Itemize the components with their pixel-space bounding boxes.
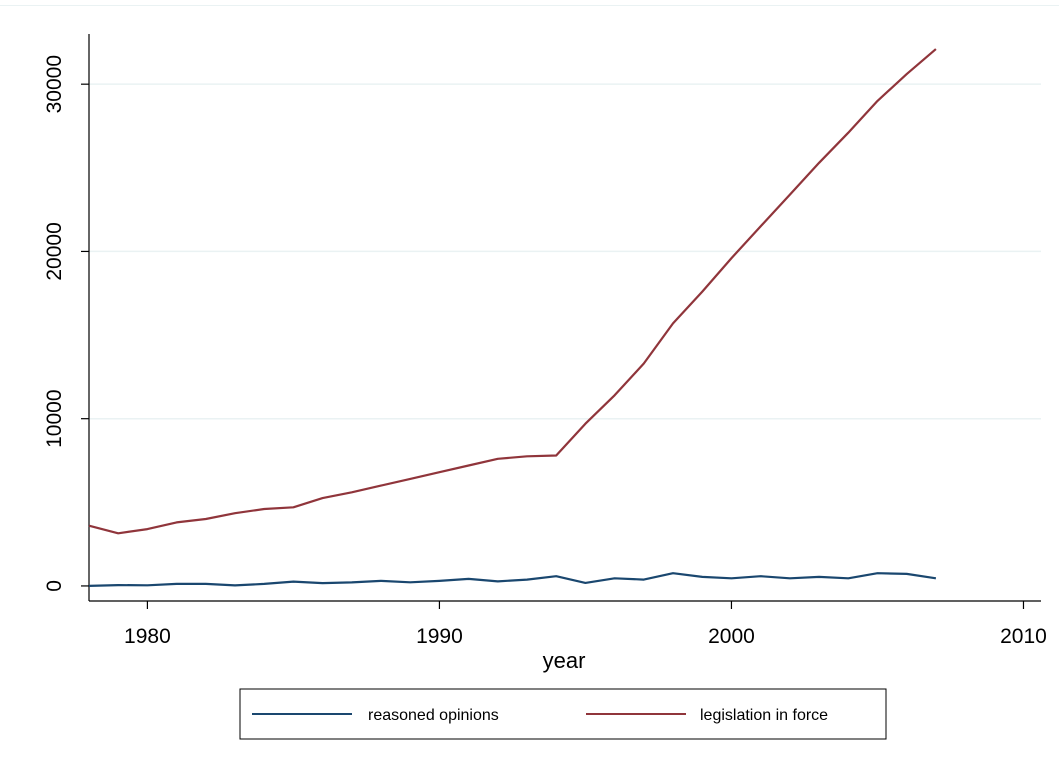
axes — [88, 34, 1041, 602]
y-axis-ticks: 0 10000 20000 30000 — [43, 55, 89, 592]
x-axis-ticks: 1980 1990 2000 2010 — [124, 601, 1047, 648]
x-axis-title: year — [543, 648, 586, 673]
x-tick-label: 1980 — [124, 625, 171, 648]
x-tick-label: 1990 — [416, 625, 463, 648]
legend: reasoned opinions legislation in force — [239, 688, 887, 740]
y-tick-label: 20000 — [43, 222, 66, 280]
series-layer — [88, 48, 937, 587]
y-tick-label: 10000 — [43, 389, 66, 447]
series-line-reasoned-opinions — [88, 572, 937, 587]
y-tick-label: 0 — [43, 580, 66, 592]
gridlines — [89, 83, 1041, 420]
series-line-legislation-in-force — [88, 48, 937, 535]
y-tick-label: 30000 — [43, 55, 66, 113]
legend-label-legislation-in-force: legislation in force — [700, 707, 828, 724]
x-tick-label: 2000 — [708, 625, 755, 648]
plot-area — [89, 34, 1041, 601]
legend-label-reasoned-opinions: reasoned opinions — [368, 707, 499, 724]
x-tick-label: 2010 — [1000, 625, 1047, 648]
